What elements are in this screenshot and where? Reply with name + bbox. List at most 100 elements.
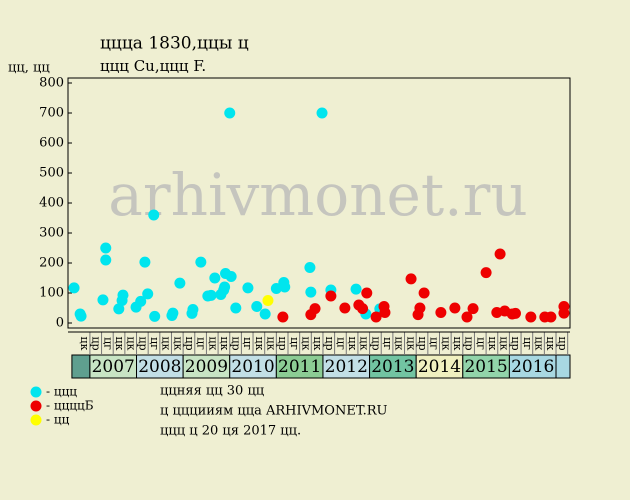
point <box>225 271 237 282</box>
quarter-label: цг <box>381 337 394 350</box>
point <box>242 282 254 294</box>
legend-swatch <box>30 386 42 398</box>
point <box>139 256 151 268</box>
quarter-label: цк <box>253 337 266 351</box>
point <box>224 107 236 119</box>
point <box>304 262 316 273</box>
point <box>113 303 125 315</box>
y-tick-label: 200 <box>39 256 64 271</box>
quarter-label: цг <box>195 337 208 350</box>
quarter-label: цр <box>509 336 522 350</box>
point <box>325 290 337 302</box>
quarter-label: цк <box>311 337 324 351</box>
point <box>259 308 271 320</box>
y-axis-label: цц, цц <box>8 61 50 76</box>
point <box>149 310 161 322</box>
year-label: 2012 <box>325 357 368 377</box>
quarter-label: цг <box>474 337 487 350</box>
quarter-label: цк <box>113 337 126 351</box>
point <box>209 272 221 284</box>
y-tick-label: 800 <box>39 76 64 91</box>
quarter-label: цк <box>544 337 557 351</box>
legend-label: - ццц <box>46 385 77 399</box>
point <box>142 288 154 300</box>
point <box>449 302 461 314</box>
y-tick-label: 700 <box>39 106 64 121</box>
legend-swatch <box>30 400 42 412</box>
quarter-label: цг <box>288 337 301 350</box>
point <box>405 273 417 285</box>
point <box>100 242 112 254</box>
note: ццц ц 20 ця 2017 цц. <box>160 424 301 439</box>
year-row-lead <box>71 354 91 379</box>
quarter-label: цк <box>439 337 452 351</box>
point <box>187 304 199 315</box>
point <box>277 311 289 323</box>
point <box>148 209 160 221</box>
chart-subtitle: ццц Cu,ццц F. <box>100 57 206 75</box>
year-label: 2010 <box>231 357 274 377</box>
legend-swatch <box>30 414 42 426</box>
point <box>525 311 537 323</box>
point <box>75 310 87 322</box>
point <box>545 311 557 323</box>
point <box>379 307 391 318</box>
quarter-label: цк <box>265 337 278 351</box>
y-tick-label: 300 <box>39 226 64 241</box>
quarter-label: цг <box>148 337 161 350</box>
point <box>195 256 207 268</box>
quarter-label: цг <box>334 337 347 350</box>
point <box>219 281 231 293</box>
year-label: 2013 <box>371 357 414 377</box>
point <box>350 283 362 295</box>
note: ц цццииям ццa ARHIVMONET.RU <box>160 404 387 419</box>
quarter-label: цк <box>404 337 417 351</box>
note: ццняя цц 30 цц <box>160 384 264 399</box>
quarter-label: цг <box>241 337 254 350</box>
point <box>135 295 147 307</box>
point <box>509 307 521 319</box>
quarter-label: цк <box>393 337 406 351</box>
point <box>467 303 479 315</box>
point <box>251 301 263 312</box>
point <box>316 107 328 119</box>
quarter-label: цр <box>136 336 149 350</box>
point <box>174 277 186 289</box>
point <box>361 287 373 299</box>
point <box>68 282 80 294</box>
quarter-label: цк <box>358 337 371 351</box>
legend-label: - ццццБ <box>46 399 94 413</box>
quarter-label: цк <box>125 337 138 351</box>
quarter-label: цк <box>171 337 184 351</box>
point <box>339 302 351 314</box>
point <box>230 302 242 314</box>
quarter-label: цк <box>451 337 464 351</box>
point <box>414 302 426 314</box>
point <box>461 311 473 323</box>
quarter-label: цк <box>160 337 173 351</box>
quarter-label: цг <box>428 337 441 350</box>
quarter-label: цк <box>498 337 511 351</box>
y-tick-label: 600 <box>39 136 64 151</box>
point <box>279 281 291 293</box>
quarter-label: цк <box>206 337 219 351</box>
quarter-label: цр <box>276 336 289 350</box>
point <box>494 248 506 260</box>
quarter-label: цр <box>463 336 476 350</box>
point <box>309 303 321 315</box>
quarter-label: цк <box>299 337 312 351</box>
year-label: 2016 <box>511 357 554 377</box>
year-label: 2014 <box>418 357 461 377</box>
point <box>357 303 369 315</box>
point <box>270 283 282 294</box>
year-label: 2009 <box>185 357 228 377</box>
y-tick-label: 0 <box>56 316 64 331</box>
quarter-label: цг <box>101 337 114 350</box>
point <box>97 294 109 306</box>
year-label: 2007 <box>92 357 135 377</box>
quarter-label: цг <box>521 337 534 350</box>
quarter-label: цр <box>556 336 569 350</box>
point <box>480 267 492 279</box>
point <box>418 287 430 299</box>
